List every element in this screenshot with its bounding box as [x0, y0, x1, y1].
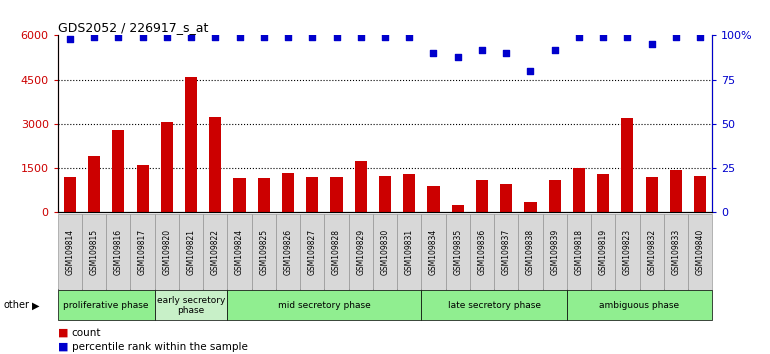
Bar: [185, 77, 197, 212]
Point: [621, 34, 634, 40]
Text: GSM109816: GSM109816: [114, 229, 123, 275]
Bar: [136, 165, 149, 212]
Bar: [112, 130, 125, 212]
Bar: [621, 118, 634, 212]
Point: [500, 50, 512, 56]
Text: GSM109829: GSM109829: [357, 229, 365, 275]
Point: [330, 34, 343, 40]
Point: [476, 47, 488, 52]
Bar: [573, 168, 585, 212]
Point: [64, 36, 76, 42]
Text: ambiguous phase: ambiguous phase: [600, 301, 680, 310]
Text: GSM109828: GSM109828: [332, 229, 341, 275]
Point: [88, 34, 100, 40]
Text: GSM109837: GSM109837: [502, 229, 511, 275]
Text: ▶: ▶: [32, 300, 40, 310]
Point: [258, 34, 270, 40]
Point: [355, 34, 367, 40]
Text: ■: ■: [58, 328, 69, 338]
Point: [524, 68, 537, 74]
Bar: [379, 176, 391, 212]
Bar: [161, 122, 173, 212]
Text: GDS2052 / 226917_s_at: GDS2052 / 226917_s_at: [58, 21, 208, 34]
Text: GSM109830: GSM109830: [380, 229, 390, 275]
Point: [694, 34, 706, 40]
Text: GSM109818: GSM109818: [574, 229, 584, 275]
Bar: [306, 177, 318, 212]
Text: count: count: [72, 328, 101, 338]
Text: GSM109831: GSM109831: [405, 229, 413, 275]
Point: [209, 34, 222, 40]
Bar: [427, 186, 440, 212]
Bar: [645, 177, 658, 212]
Text: GSM109834: GSM109834: [429, 229, 438, 275]
Text: GSM109833: GSM109833: [671, 229, 681, 275]
Text: other: other: [4, 300, 30, 310]
Text: GSM109820: GSM109820: [162, 229, 172, 275]
Text: GSM109824: GSM109824: [235, 229, 244, 275]
Point: [233, 34, 246, 40]
Point: [548, 47, 561, 52]
Text: GSM109840: GSM109840: [695, 229, 705, 275]
Text: GSM109827: GSM109827: [308, 229, 316, 275]
Bar: [64, 177, 76, 212]
Point: [573, 34, 585, 40]
Text: GSM109814: GSM109814: [65, 229, 75, 275]
Text: ■: ■: [58, 342, 69, 352]
Text: early secretory
phase: early secretory phase: [157, 296, 226, 315]
Text: GSM109825: GSM109825: [259, 229, 268, 275]
Point: [185, 34, 197, 40]
Point: [282, 34, 294, 40]
Point: [112, 34, 125, 40]
Text: mid secretory phase: mid secretory phase: [278, 301, 371, 310]
Point: [403, 34, 415, 40]
Bar: [524, 202, 537, 212]
Bar: [597, 174, 609, 212]
Bar: [355, 161, 367, 212]
Bar: [670, 170, 682, 212]
Bar: [694, 176, 706, 212]
Point: [427, 50, 440, 56]
Bar: [500, 184, 512, 212]
Text: GSM109821: GSM109821: [186, 229, 196, 275]
Point: [451, 54, 464, 59]
Text: GSM109836: GSM109836: [477, 229, 487, 275]
Text: GSM109819: GSM109819: [598, 229, 608, 275]
Bar: [233, 178, 246, 212]
Point: [645, 41, 658, 47]
Bar: [258, 178, 269, 212]
Text: GSM109838: GSM109838: [526, 229, 535, 275]
Bar: [403, 174, 415, 212]
Bar: [330, 177, 343, 212]
Bar: [452, 205, 464, 212]
Text: GSM109822: GSM109822: [211, 229, 219, 275]
Point: [597, 34, 609, 40]
Point: [161, 34, 173, 40]
Bar: [282, 172, 294, 212]
Bar: [88, 156, 100, 212]
Text: GSM109817: GSM109817: [138, 229, 147, 275]
Point: [136, 34, 149, 40]
Bar: [476, 180, 488, 212]
Text: late secretory phase: late secretory phase: [447, 301, 541, 310]
Text: GSM109832: GSM109832: [647, 229, 656, 275]
Text: GSM109839: GSM109839: [551, 229, 559, 275]
Text: GSM109835: GSM109835: [454, 229, 462, 275]
Bar: [209, 116, 222, 212]
Text: percentile rank within the sample: percentile rank within the sample: [72, 342, 247, 352]
Text: GSM109815: GSM109815: [89, 229, 99, 275]
Point: [379, 34, 391, 40]
Point: [306, 34, 319, 40]
Text: GSM109823: GSM109823: [623, 229, 632, 275]
Text: proliferative phase: proliferative phase: [63, 301, 149, 310]
Text: GSM109826: GSM109826: [283, 229, 293, 275]
Bar: [548, 180, 561, 212]
Point: [670, 34, 682, 40]
